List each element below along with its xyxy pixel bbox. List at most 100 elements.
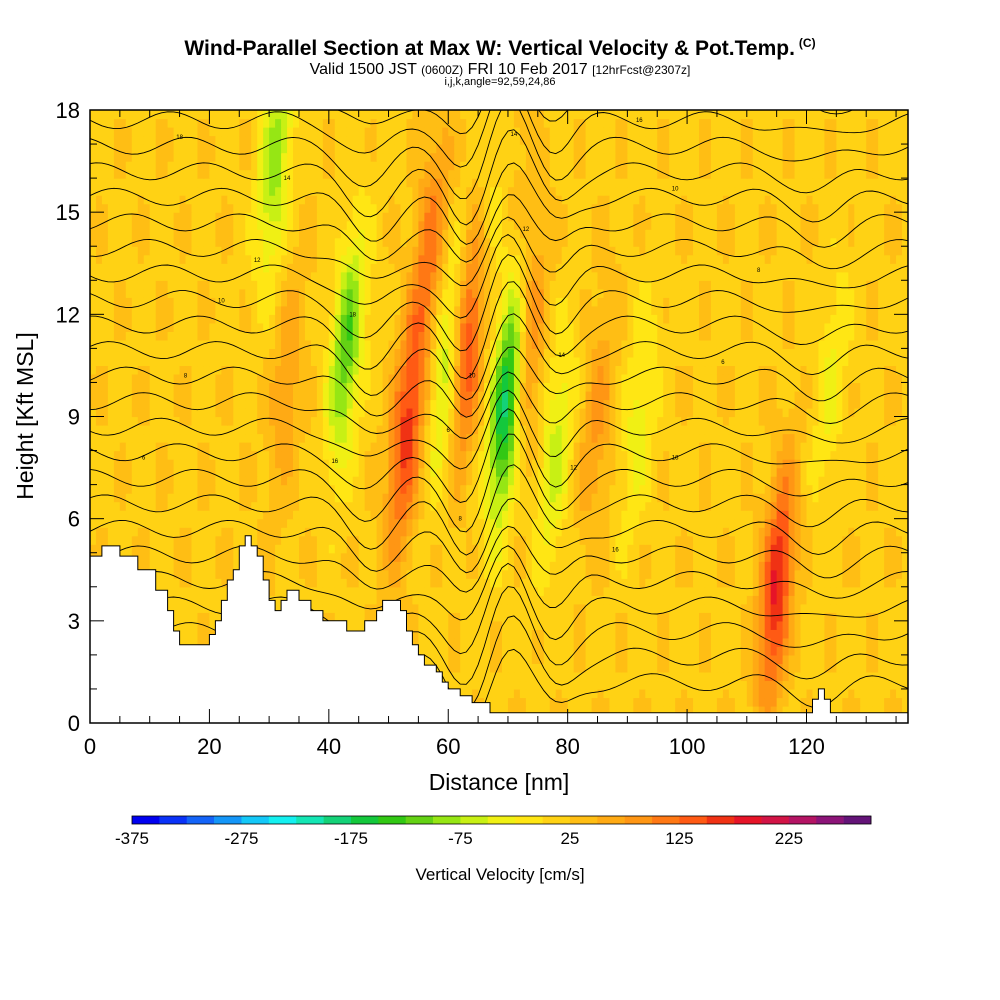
velocity-cell: [752, 442, 760, 452]
velocity-cell: [561, 646, 569, 656]
velocity-cell: [490, 433, 497, 443]
velocity-cell: [734, 510, 742, 520]
velocity-cell: [519, 595, 527, 605]
velocity-cell: [716, 501, 724, 511]
velocity-cell: [215, 510, 222, 520]
velocity-cell: [812, 671, 820, 682]
velocity-cell: [704, 510, 712, 520]
velocity-cell: [633, 510, 640, 520]
velocity-cell: [328, 518, 336, 528]
velocity-cell: [418, 620, 425, 630]
velocity-cell: [191, 578, 199, 588]
velocity-cell: [681, 603, 688, 613]
velocity-cell: [179, 544, 187, 554]
velocity-cell: [752, 646, 760, 656]
velocity-cell: [746, 654, 754, 664]
velocity-cell: [298, 484, 306, 494]
velocity-cell: [639, 544, 646, 554]
velocity-cell: [561, 493, 569, 503]
velocity-cell: [734, 561, 742, 571]
velocity-cell: [352, 484, 360, 494]
velocity-cell: [394, 476, 402, 486]
velocity-cell: [478, 459, 485, 469]
velocity-cell: [245, 527, 252, 537]
velocity-cell: [639, 459, 646, 469]
velocity-cell: [794, 620, 802, 630]
velocity-cell: [806, 510, 814, 520]
velocity-cell: [746, 569, 754, 579]
velocity-cell: [484, 612, 491, 622]
velocity-cell: [406, 442, 414, 452]
velocity-cell: [764, 646, 772, 656]
velocity-cell: [776, 705, 784, 716]
velocity-cell: [424, 416, 431, 426]
velocity-cell: [734, 680, 742, 690]
velocity-cell: [573, 663, 581, 673]
velocity-cell: [734, 697, 742, 707]
velocity-cell: [699, 459, 706, 469]
velocity-cell: [322, 433, 330, 443]
velocity-cell: [866, 493, 873, 503]
velocity-cell: [585, 484, 593, 494]
velocity-cell: [221, 535, 228, 545]
velocity-cell: [442, 416, 449, 426]
velocity-cell: [734, 467, 742, 477]
chart-title-text: Wind-Parallel Section at Max W: Vertical…: [184, 37, 795, 60]
velocity-cell: [716, 535, 724, 545]
velocity-cell: [621, 637, 628, 647]
velocity-cell: [615, 629, 622, 639]
velocity-cell: [722, 493, 730, 503]
velocity-cell: [752, 467, 760, 477]
velocity-cell: [740, 637, 748, 647]
velocity-cell: [693, 544, 700, 554]
velocity-cell: [167, 425, 175, 435]
velocity-cell: [269, 527, 276, 537]
velocity-cell: [412, 433, 419, 443]
velocity-cell: [848, 629, 855, 639]
velocity-cell: [830, 484, 837, 494]
velocity-cell: [442, 527, 449, 537]
velocity-cell: [513, 484, 521, 494]
velocity-cell: [513, 476, 521, 486]
velocity-cell: [645, 603, 652, 613]
subtitle-valid: Valid 1500 JST: [309, 61, 417, 78]
velocity-cell: [424, 586, 431, 596]
velocity-cell: [496, 484, 503, 494]
velocity-cell: [746, 459, 754, 469]
velocity-cell: [603, 510, 611, 520]
velocity-cell: [687, 663, 694, 673]
velocity-cell: [298, 595, 306, 605]
velocity-cell: [770, 544, 778, 554]
velocity-cell: [543, 586, 551, 596]
velocity-cell: [645, 671, 652, 682]
velocity-cell: [728, 671, 736, 682]
velocity-cell: [418, 442, 425, 452]
velocity-cell: [585, 629, 593, 639]
velocity-cell: [716, 603, 724, 613]
velocity-cell: [567, 527, 575, 537]
velocity-cell: [663, 527, 670, 537]
velocity-cell: [842, 620, 849, 630]
velocity-cell: [788, 484, 796, 494]
velocity-cell: [406, 612, 414, 622]
velocity-cell: [854, 544, 861, 554]
velocity-cell: [693, 697, 700, 707]
velocity-cell: [227, 510, 234, 520]
velocity-cell: [322, 484, 330, 494]
velocity-cell: [490, 510, 497, 520]
velocity-cell: [436, 663, 443, 673]
velocity-cell: [728, 561, 736, 571]
velocity-cell: [681, 620, 688, 630]
velocity-cell: [424, 459, 431, 469]
velocity-cell: [752, 595, 760, 605]
velocity-cell: [519, 586, 527, 596]
velocity-cell: [406, 484, 414, 494]
velocity-cell: [567, 595, 575, 605]
velocity-cell: [424, 552, 431, 562]
velocity-cell: [310, 544, 318, 554]
velocity-cell: [722, 425, 730, 435]
velocity-cell: [507, 527, 515, 537]
velocity-cell: [609, 586, 617, 596]
velocity-cell: [728, 646, 736, 656]
velocity-cell: [287, 467, 294, 477]
